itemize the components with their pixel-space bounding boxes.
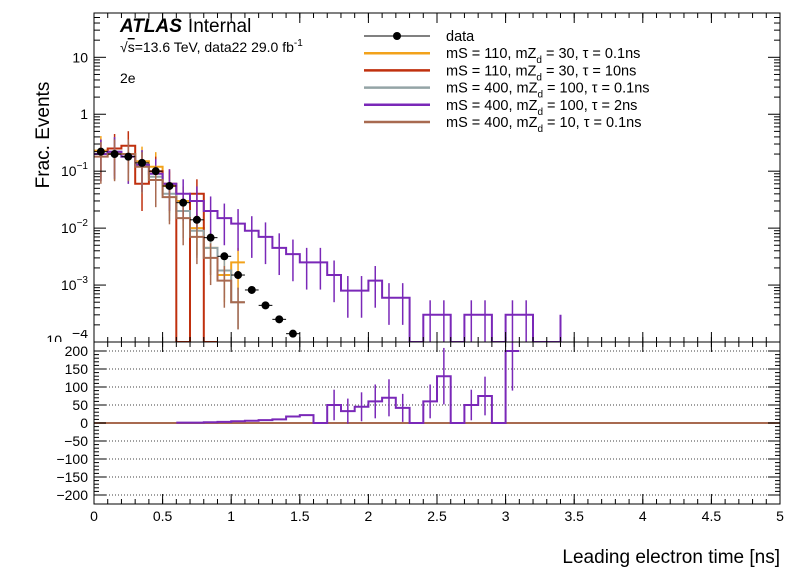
y-tick-label: 10 — [72, 49, 88, 65]
data-point — [138, 158, 147, 167]
data-point — [220, 252, 229, 261]
ratio-series-4 — [176, 350, 520, 424]
atlas-label: ATLAS — [119, 16, 182, 37]
y-tick-label-base: 10 — [61, 277, 77, 293]
legend-label-sub: d — [537, 124, 543, 135]
upper-frame — [93, 12, 781, 343]
data-point — [124, 152, 133, 161]
ratio-y-tick-label: 0 — [80, 415, 88, 431]
x-tick-label: 4.5 — [702, 508, 722, 524]
x-tick-label: 1 — [227, 508, 235, 524]
data-point — [206, 233, 215, 242]
ratio-y-tick-label: 150 — [65, 361, 89, 377]
ratio-y-tick-label: −100 — [56, 451, 88, 467]
x-tick-label: 2 — [365, 508, 373, 524]
legend-label-5: mS = 400, mZd = 10, τ = 0.1ns — [446, 115, 641, 135]
svg-text:√s=13.6 TeV, data22 29.0 fb-1: √s=13.6 TeV, data22 29.0 fb-1 — [120, 38, 303, 55]
data-point — [288, 329, 297, 338]
energy-info: =13.6 TeV, data22 29.0 fb — [135, 39, 294, 55]
y-tick-label: 1 — [80, 106, 88, 122]
legend-label-sub: d — [536, 72, 542, 83]
ratio-y-tick-label: 100 — [65, 379, 89, 395]
data-point — [151, 167, 160, 176]
legend-label-data: data — [446, 29, 475, 45]
data-point — [179, 198, 188, 207]
x-tick-label: 0 — [90, 508, 98, 524]
legend-label-3: mS = 400, mZd = 100, τ = 0.1ns — [446, 81, 650, 101]
y-tick-label-base: 10 — [61, 163, 77, 179]
y-tick-label-exp: −3 — [77, 275, 89, 286]
x-tick-label: 2.5 — [427, 508, 447, 524]
y-tick-label-exp: −1 — [77, 161, 89, 172]
legend-label-part: mS = 110, mZ — [446, 46, 537, 62]
atlas-sublabel: Internal — [188, 16, 251, 37]
ratio-y-tick-label: −50 — [64, 433, 88, 449]
legend-label-part: mS = 400, mZ — [446, 98, 538, 114]
sqrt-s: s — [128, 39, 135, 55]
ratio-y-tick-label: 200 — [65, 343, 89, 359]
legend-marker-data-point — [393, 32, 401, 40]
data-point — [234, 271, 243, 280]
channel-label: 2e — [120, 70, 136, 86]
legend-label-part: = 30, τ = 0.1ns — [542, 46, 640, 62]
legend-label-2: mS = 110, mZd = 30, τ = 10ns — [446, 63, 636, 83]
x-tick-label: 0.5 — [153, 508, 173, 524]
legend-label-sub: d — [537, 107, 543, 118]
legend-label-part: = 100, τ = 0.1ns — [543, 81, 650, 97]
ratio-y-tick-label: −150 — [56, 469, 88, 485]
legend-label-part: = 30, τ = 10ns — [542, 63, 636, 79]
data-point — [192, 215, 201, 224]
legend-label-sub: d — [537, 90, 543, 101]
x-tick-label: 4 — [639, 508, 647, 524]
legend-label-part: = 10, τ = 0.1ns — [543, 115, 641, 131]
y-tick-label-exp: −2 — [77, 218, 89, 229]
x-tick-label: 1.5 — [290, 508, 310, 524]
data-point — [247, 285, 256, 294]
x-tick-label: 3 — [502, 508, 510, 524]
y-axis-title: Frac. Events — [33, 82, 54, 189]
data-point — [261, 301, 270, 310]
y-tick-label: 10−1 — [61, 161, 88, 179]
y-label-clipped: 10 — [46, 332, 62, 348]
x-tick-label: 5 — [776, 508, 784, 524]
ratio-y-tick-label: −200 — [56, 487, 88, 503]
x-axis-title: Leading electron time [ns] — [562, 547, 780, 568]
data-point — [165, 181, 174, 190]
data-point — [275, 315, 284, 324]
legend-label-part: mS = 400, mZ — [446, 81, 538, 97]
y-tick-label: 10−2 — [61, 218, 88, 236]
y-label-clipped-exp: −4 — [72, 325, 88, 341]
ratio-panel: −200 −150 −100 −50 0 50 100 150 200 0 0.5 1 1.5 2 2.5… — [56, 341, 784, 568]
legend-label-part: mS = 110, mZ — [446, 63, 537, 79]
y-tick-label-base: 10 — [61, 220, 77, 236]
lumi-exponent: -1 — [294, 38, 303, 49]
series-3-histogram — [94, 150, 562, 342]
data-point — [110, 150, 119, 159]
legend-label-1: mS = 110, mZd = 30, τ = 0.1ns — [446, 46, 640, 66]
legend-label-sub: d — [536, 55, 542, 66]
ratio-y-tick-label: 50 — [72, 397, 88, 413]
y-tick-label: 10−3 — [61, 275, 88, 293]
legend-label-4: mS = 400, mZd = 100, τ = 2ns — [446, 98, 637, 118]
legend-label-part: mS = 400, mZ — [446, 115, 538, 131]
legend-label-part: = 100, τ = 2ns — [543, 98, 637, 114]
sqrt-symbol: √ — [120, 39, 128, 55]
x-tick-label: 3.5 — [564, 508, 584, 524]
